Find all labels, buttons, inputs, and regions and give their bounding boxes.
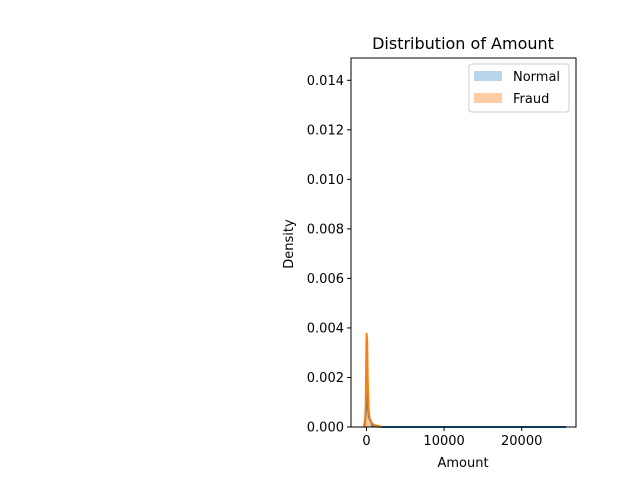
y-tick-label: 0.008 <box>307 222 344 237</box>
y-tick-label: 0.006 <box>307 272 344 287</box>
y-tick-label: 0.012 <box>307 123 344 138</box>
legend-swatch-fraud <box>474 93 502 103</box>
x-tick-label: 10000 <box>423 434 464 449</box>
y-axis-label: Density <box>282 219 297 269</box>
plot-area <box>350 57 577 428</box>
legend: Normal Fraud <box>468 63 570 113</box>
hist-bar-fraud-2 <box>369 422 372 427</box>
x-axis: 0 10000 20000 <box>362 427 542 449</box>
y-tick-label: 0.002 <box>307 371 344 386</box>
x-tick-label: 20000 <box>501 434 542 449</box>
y-tick-label: 0.004 <box>307 321 344 336</box>
y-tick-label: 0.014 <box>307 74 344 89</box>
axes-frame <box>350 57 577 428</box>
legend-label-fraud: Fraud <box>513 92 549 107</box>
y-axis: 0.000 0.002 0.004 0.006 0.008 0.010 0.012 0.014 <box>307 74 351 436</box>
y-tick-label: 0.010 <box>307 173 344 188</box>
y-tick-label: 0.000 <box>307 421 344 436</box>
legend-swatch-normal <box>474 71 502 81</box>
hist-bar-fraud-1 <box>367 415 370 427</box>
legend-label-normal: Normal <box>513 70 560 85</box>
chart-title: Distribution of Amount <box>372 34 554 53</box>
x-axis-label: Amount <box>437 456 488 471</box>
x-tick-label: 0 <box>362 434 370 449</box>
kde-line-fraud <box>363 332 383 428</box>
